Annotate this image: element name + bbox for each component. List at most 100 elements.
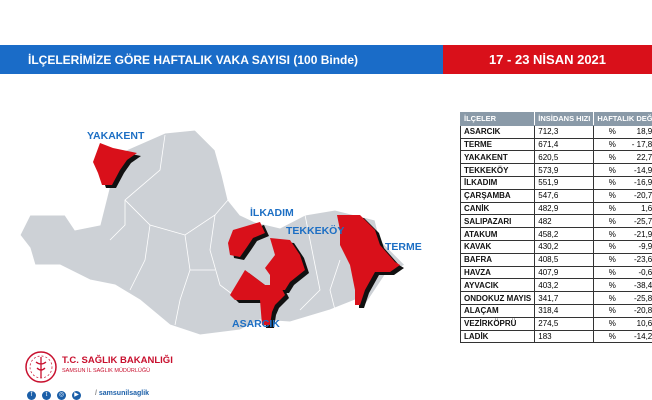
district-name: LADİK	[459, 329, 536, 344]
social-handle[interactable]: / samsunilsaglik	[95, 390, 150, 397]
instagram-icon[interactable]: ◎	[57, 391, 66, 400]
facebook-icon[interactable]: f	[27, 391, 36, 400]
incidence-value: 430,2	[534, 239, 595, 254]
incidence-value: 482	[534, 214, 595, 229]
weekly-change: % 1,66	[593, 201, 652, 216]
district-name: AYVACIK	[459, 278, 536, 293]
weekly-change: % - 17,86	[593, 137, 652, 152]
weekly-change: % -25,78	[593, 214, 652, 229]
district-name: ONDOKUZ MAYIS	[459, 291, 536, 305]
district-terme[interactable]	[337, 215, 400, 305]
district-name: HAVZA	[459, 265, 536, 280]
org-subtitle: SAMSUN İL SAĞLIK MÜDÜRLÜĞÜ	[62, 368, 151, 374]
incidence-value: 407,9	[534, 265, 595, 280]
change-value: -14,29	[634, 331, 652, 341]
change-value: - 17,86	[631, 139, 652, 149]
label-ilkadim: İLKADIM	[250, 206, 294, 219]
incidence-value: 712,3	[534, 124, 595, 139]
weekly-change: % -21,96	[593, 227, 652, 241]
incidence-value: 573,9	[534, 163, 595, 177]
incidence-value: 183	[534, 329, 595, 344]
district-name: CANİK	[459, 201, 536, 216]
district-name: İLKADIM	[459, 175, 536, 190]
date-bar: 17 - 23 NİSAN 2021	[443, 45, 652, 74]
percent-sign: %	[608, 139, 616, 149]
weekly-change: % 10,69	[593, 316, 652, 331]
district-ilkadim[interactable]	[228, 222, 265, 257]
district-name: SALIPAZARI	[459, 214, 536, 229]
label-tekkekoy: TEKKEKÖY	[286, 224, 344, 237]
youtube-icon[interactable]: ▶	[72, 391, 81, 400]
district-name: YAKAKENT	[459, 150, 536, 165]
percent-sign: %	[608, 242, 616, 252]
weekly-change: % 18,99	[593, 124, 652, 139]
change-value: 1,66	[641, 203, 652, 213]
change-value: 18,99	[636, 127, 652, 137]
ministry-logo	[25, 351, 57, 383]
incidence-value: 482,9	[534, 201, 595, 216]
percent-sign: %	[608, 178, 616, 188]
change-value: -25,85	[634, 293, 652, 303]
district-name: VEZİRKÖPRÜ	[459, 316, 536, 331]
district-tekkekoy[interactable]	[265, 238, 305, 290]
incidence-value: 547,6	[534, 188, 595, 203]
col-header-weekly-change: HAFTALIK DEĞİŞİM	[593, 112, 652, 126]
change-value: -16,91	[634, 178, 652, 188]
percent-sign: %	[608, 216, 616, 226]
district-name: ÇARŞAMBA	[459, 188, 536, 203]
title-bar: İLÇELERİMİZE GÖRE HAFTALIK VAKA SAYISI (…	[0, 45, 443, 74]
percent-sign: %	[608, 280, 616, 290]
percent-sign: %	[608, 229, 616, 239]
label-terme: TERME	[385, 241, 422, 253]
district-name: TERME	[459, 137, 536, 152]
district-name: TEKKEKÖY	[459, 163, 536, 177]
incidence-value: 408,5	[534, 252, 595, 267]
change-value: -0,63	[638, 267, 652, 277]
weekly-change: % -23,60	[593, 252, 652, 267]
percent-sign: %	[608, 152, 616, 162]
samsun-map: YAKAKENT İLKADIM TEKKEKÖY TERME ASARCIK	[19, 129, 422, 336]
change-value: -21,96	[634, 229, 652, 239]
change-value: 10,69	[636, 319, 652, 329]
incidence-value: 620,5	[534, 150, 595, 165]
incidence-value: 318,4	[534, 303, 595, 318]
district-name: ASARCIK	[459, 124, 536, 139]
weekly-change: % -25,85	[593, 291, 652, 305]
weekly-change: % -0,63	[593, 265, 652, 280]
incidence-value: 274,5	[534, 316, 595, 331]
change-value: -23,60	[634, 255, 652, 265]
twitter-icon[interactable]: t	[42, 391, 51, 400]
change-value: -9,91	[638, 242, 652, 252]
percent-sign: %	[608, 306, 616, 316]
change-value: -14,99	[634, 165, 652, 175]
district-asarcik[interactable]	[230, 270, 285, 325]
district-yakakent[interactable]	[93, 143, 137, 185]
percent-sign: %	[608, 267, 616, 277]
change-value: -20,74	[634, 191, 652, 201]
incidence-value: 671,4	[534, 137, 595, 152]
weekly-change: % -38,45	[593, 278, 652, 293]
incidence-value: 341,7	[534, 291, 595, 305]
label-yakakent: YAKAKENT	[87, 130, 145, 142]
incidence-value: 458,2	[534, 227, 595, 241]
weekly-change: % -16,91	[593, 175, 652, 190]
percent-sign: %	[608, 293, 616, 303]
percent-sign: %	[608, 255, 616, 265]
label-asarcik: ASARCIK	[232, 318, 280, 330]
weekly-change: % -14,99	[593, 163, 652, 177]
